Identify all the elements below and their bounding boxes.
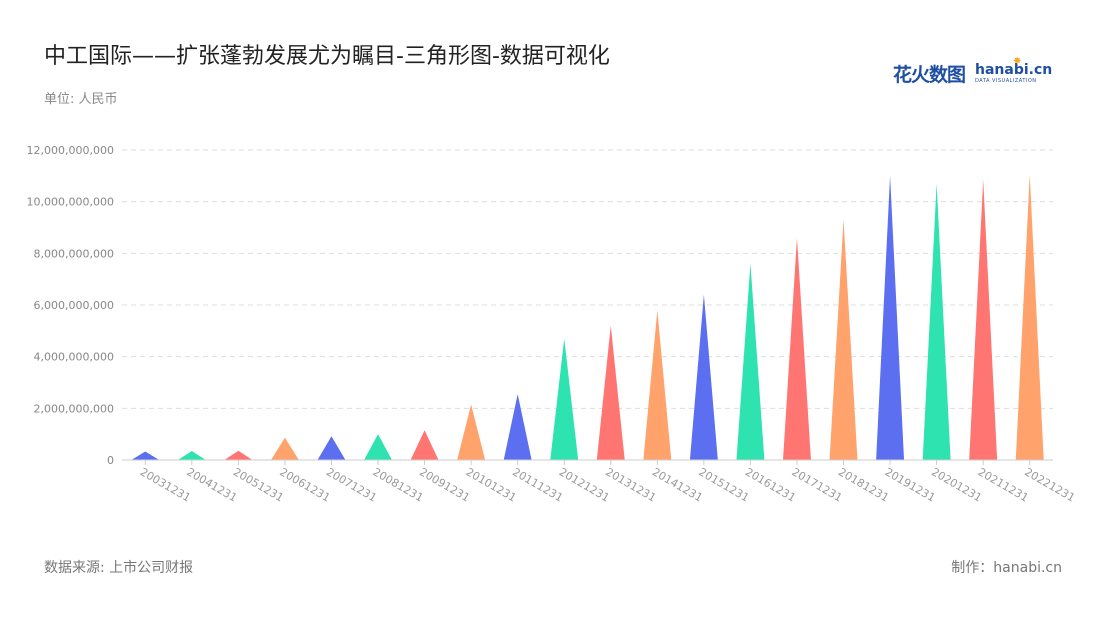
y-axis-ticks: 0 2,000,000,000 4,000,000,000 6,000,000,000… bbox=[27, 144, 114, 467]
x-tick-label: 20141231 bbox=[650, 465, 705, 504]
x-tick-label: 20081231 bbox=[371, 465, 426, 504]
x-tick-label: 20181231 bbox=[836, 465, 891, 504]
x-tick-label: 20071231 bbox=[324, 465, 379, 504]
triangle-mark-20041231[interactable] bbox=[177, 450, 206, 460]
y-tick-label: 6,000,000,000 bbox=[34, 299, 114, 312]
credit: 制作：hanabi.cn bbox=[951, 560, 1062, 576]
unit-label: 单位: 人民币 bbox=[44, 92, 118, 107]
triangle-mark-20211231[interactable] bbox=[969, 179, 998, 461]
triangle-mark-20151231[interactable] bbox=[689, 294, 718, 460]
x-tick-label: 20091231 bbox=[417, 465, 472, 504]
logo-cn-text: 花火数图 bbox=[893, 64, 966, 86]
x-tick-label: 20111231 bbox=[510, 465, 565, 504]
triangle-mark-20161231[interactable] bbox=[736, 263, 765, 460]
triangle-mark-20051231[interactable] bbox=[224, 450, 253, 460]
x-tick-label: 20211231 bbox=[976, 465, 1031, 504]
x-tick-label: 20221231 bbox=[1022, 465, 1077, 504]
grid-lines bbox=[122, 149, 1053, 409]
chart-title: 中工国际——扩张蓬勃发展尤为瞩目-三角形图-数据可视化 bbox=[44, 44, 610, 69]
data-source: 数据来源: 上市公司财报 bbox=[44, 560, 194, 576]
logo-en-text: hanabi.cn bbox=[975, 62, 1053, 78]
y-tick-label: 2,000,000,000 bbox=[34, 402, 114, 415]
y-tick-label: 0 bbox=[107, 454, 114, 467]
x-tick-label: 20061231 bbox=[277, 465, 332, 504]
triangle-mark-20171231[interactable] bbox=[783, 237, 811, 460]
triangle-mark-20081231[interactable] bbox=[364, 434, 392, 460]
triangle-mark-20091231[interactable] bbox=[410, 430, 439, 460]
x-tick-label: 20051231 bbox=[231, 465, 286, 504]
triangle-mark-20141231[interactable] bbox=[643, 310, 672, 460]
x-tick-label: 20121231 bbox=[557, 465, 612, 504]
triangle-mark-20191231[interactable] bbox=[876, 175, 905, 461]
x-tick-label: 20161231 bbox=[743, 465, 798, 504]
y-tick-label: 12,000,000,000 bbox=[27, 144, 114, 157]
triangle-mark-20201231[interactable] bbox=[922, 183, 951, 461]
x-axis-ticks: 2003123120041231200512312006123120071231… bbox=[138, 460, 1077, 505]
sparkle-icon: ✸ bbox=[1013, 56, 1022, 67]
logo-sub-text: DATA VISUALIZATION bbox=[975, 78, 1037, 84]
x-tick-label: 20131231 bbox=[603, 465, 658, 504]
triangle-mark-20061231[interactable] bbox=[270, 437, 299, 460]
triangle-marks bbox=[131, 174, 1044, 461]
x-tick-label: 20201231 bbox=[929, 465, 984, 504]
y-tick-label: 10,000,000,000 bbox=[27, 196, 114, 209]
triangle-mark-20101231[interactable] bbox=[457, 404, 486, 460]
x-tick-label: 20101231 bbox=[464, 465, 519, 504]
x-tick-label: 20031231 bbox=[138, 465, 193, 504]
x-tick-label: 20151231 bbox=[696, 465, 751, 504]
x-tick-label: 20041231 bbox=[184, 465, 239, 504]
triangle-mark-20221231[interactable] bbox=[1015, 174, 1044, 460]
x-tick-label: 20171231 bbox=[789, 465, 844, 504]
triangle-mark-20071231[interactable] bbox=[317, 436, 346, 460]
brand-logo: 花火数图 hanabi.cn DATA VISUALIZATION ✸ bbox=[893, 56, 1052, 86]
y-tick-label: 8,000,000,000 bbox=[34, 247, 114, 260]
triangle-mark-20131231[interactable] bbox=[596, 325, 625, 460]
triangle-mark-20121231[interactable] bbox=[550, 338, 579, 460]
triangle-mark-20181231[interactable] bbox=[829, 219, 858, 460]
y-tick-label: 4,000,000,000 bbox=[34, 351, 114, 364]
triangle-mark-20111231[interactable] bbox=[503, 394, 532, 460]
x-tick-label: 20191231 bbox=[883, 465, 938, 504]
triangle-mark-20031231[interactable] bbox=[131, 451, 160, 460]
